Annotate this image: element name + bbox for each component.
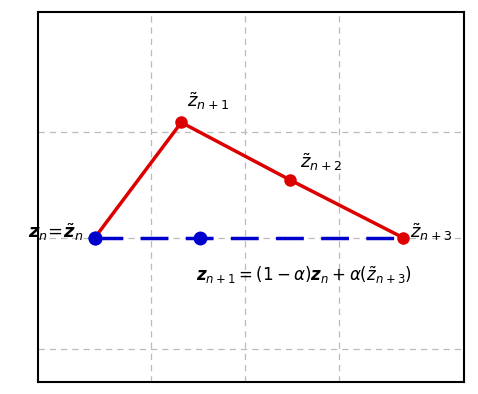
Text: $\tilde{z}_{n+2}$: $\tilde{z}_{n+2}$ xyxy=(300,151,342,173)
Text: $\tilde{z}_{n+3}$: $\tilde{z}_{n+3}$ xyxy=(410,221,452,243)
Text: $\tilde{z}_{n+1}$: $\tilde{z}_{n+1}$ xyxy=(187,90,229,112)
Text: $\boldsymbol{z}_n\!=\!\tilde{\boldsymbol{z}}_n$: $\boldsymbol{z}_n\!=\!\tilde{\boldsymbol… xyxy=(28,221,84,243)
Text: $\boldsymbol{z}_{n+1} = (1-\alpha)\boldsymbol{z}_n + \alpha(\tilde{z}_{n+3})$: $\boldsymbol{z}_{n+1} = (1-\alpha)\bolds… xyxy=(196,264,413,286)
